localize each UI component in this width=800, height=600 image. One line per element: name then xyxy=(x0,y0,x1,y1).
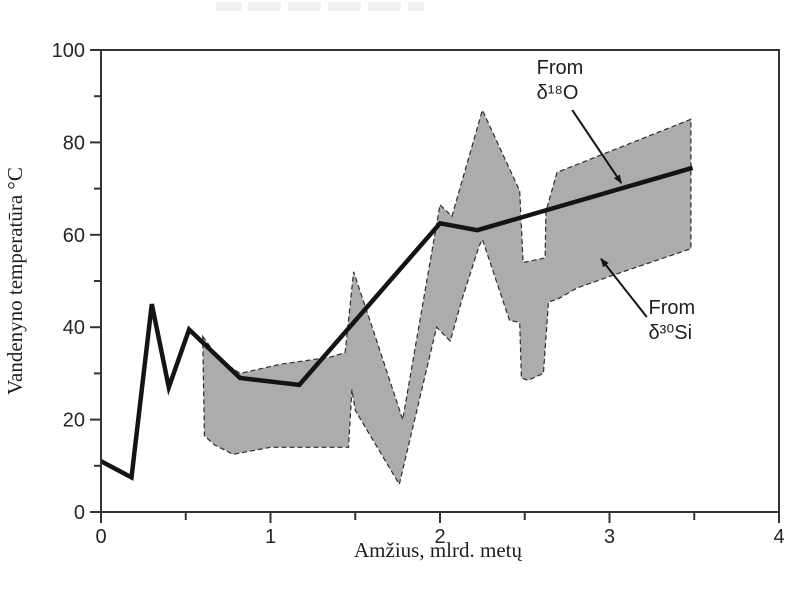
annotation-delta18o-text: δ¹⁸O xyxy=(537,82,579,104)
delta18o-curve xyxy=(99,165,694,481)
y-tick-label: 60 xyxy=(63,225,85,247)
x-tick-label: 1 xyxy=(265,526,276,548)
x-tick-label: 3 xyxy=(604,526,615,548)
y-tick-label: 80 xyxy=(63,132,85,154)
band-delta30si-region xyxy=(202,108,692,486)
title-remnant-block xyxy=(368,2,401,11)
y-tick-label: 40 xyxy=(63,317,85,339)
y-tick-label: 0 xyxy=(74,502,85,524)
annotation-delta30si-text: δ³⁰Si xyxy=(648,322,692,344)
annotation-delta18o: From δ¹⁸O xyxy=(537,57,623,184)
y-tick-label: 100 xyxy=(52,40,85,62)
x-tick-label: 0 xyxy=(95,526,106,548)
title-remnant-block xyxy=(248,2,281,11)
x-tick-label: 4 xyxy=(773,526,784,548)
x-axis-title: Amžius, mlrd. metų xyxy=(354,538,522,562)
annotations: From δ¹⁸O From δ³⁰Si xyxy=(537,57,696,344)
y-tick-label: 20 xyxy=(63,410,85,432)
annotation-delta18o-arrow xyxy=(571,109,623,184)
y-axis-title: Vandenyno temperatūra °C xyxy=(3,167,27,395)
annotation-delta30si-text: From xyxy=(648,297,695,319)
band-delta30si xyxy=(202,108,692,486)
title-remnant-block xyxy=(408,2,424,11)
annotation-delta30si: From δ³⁰Si xyxy=(600,258,695,344)
title-remnant-block xyxy=(216,2,242,11)
axis-ticks xyxy=(90,49,780,523)
x-tick-label: 2 xyxy=(434,526,445,548)
line-delta18o xyxy=(99,165,694,481)
annotation-delta18o-text: From xyxy=(537,57,584,79)
title-remnant-block xyxy=(328,2,361,11)
cropped-title-remnant xyxy=(216,2,424,11)
title-remnant-block xyxy=(288,2,321,11)
annotation-delta30si-arrow xyxy=(600,258,648,318)
